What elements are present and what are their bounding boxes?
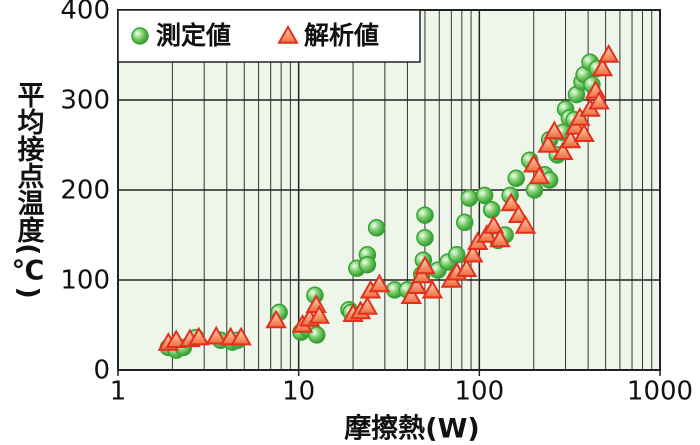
data-point	[514, 214, 537, 234]
y-tick-label: 0	[93, 356, 110, 386]
data-point	[405, 275, 428, 295]
legend-label: 解析値	[304, 21, 379, 50]
data-point	[462, 243, 484, 263]
legend-label: 測定値	[156, 21, 231, 50]
data-point	[525, 181, 544, 199]
data-point	[455, 258, 478, 277]
data-point	[265, 309, 287, 329]
data-point	[537, 133, 559, 153]
data-point	[308, 326, 326, 344]
data-point	[482, 201, 501, 219]
data-point	[475, 186, 494, 205]
data-point	[591, 57, 614, 77]
x-axis-label: 摩擦熱(W)	[344, 413, 479, 445]
data-point	[414, 255, 436, 275]
data-point	[421, 279, 444, 299]
data-point	[165, 329, 187, 349]
data-point	[400, 285, 422, 304]
data-point	[588, 90, 610, 110]
data-point	[411, 264, 433, 284]
legend-marker	[131, 27, 149, 45]
data-point	[500, 192, 522, 212]
data-point	[358, 255, 377, 274]
data-point	[230, 326, 252, 346]
data-point	[356, 295, 379, 315]
data-point	[205, 325, 228, 345]
data-point	[507, 204, 530, 223]
data-point	[489, 228, 511, 248]
data-point	[573, 123, 595, 142]
legend-marker	[277, 24, 299, 44]
data-point	[597, 43, 620, 63]
data-point	[564, 115, 587, 135]
x-tick-label: 1000	[627, 377, 693, 407]
data-point	[188, 326, 210, 346]
y-tick-label: 100	[60, 266, 110, 296]
data-point	[476, 223, 498, 243]
y-tick-label: 400	[60, 0, 110, 26]
data-point	[528, 165, 551, 185]
data-point	[543, 120, 566, 140]
data-point	[416, 228, 434, 247]
data-point	[367, 219, 386, 237]
data-point	[552, 141, 574, 160]
data-point	[482, 214, 505, 234]
data-point	[507, 169, 525, 188]
data-point	[368, 273, 391, 293]
legend-box	[117, 9, 421, 63]
data-point	[448, 246, 466, 264]
data-point	[569, 106, 591, 126]
x-tick-label: 10	[282, 377, 315, 407]
data-point	[308, 304, 330, 324]
data-point	[455, 213, 474, 232]
data-point	[460, 189, 479, 207]
x-tick-label: 100	[455, 377, 505, 407]
y-tick-label: 300	[60, 86, 110, 116]
y-axis-label: 平均接点温度(℃)	[13, 81, 45, 299]
data-point	[416, 206, 434, 224]
y-tick-label: 200	[60, 176, 110, 206]
x-tick-label: 1	[110, 377, 127, 407]
